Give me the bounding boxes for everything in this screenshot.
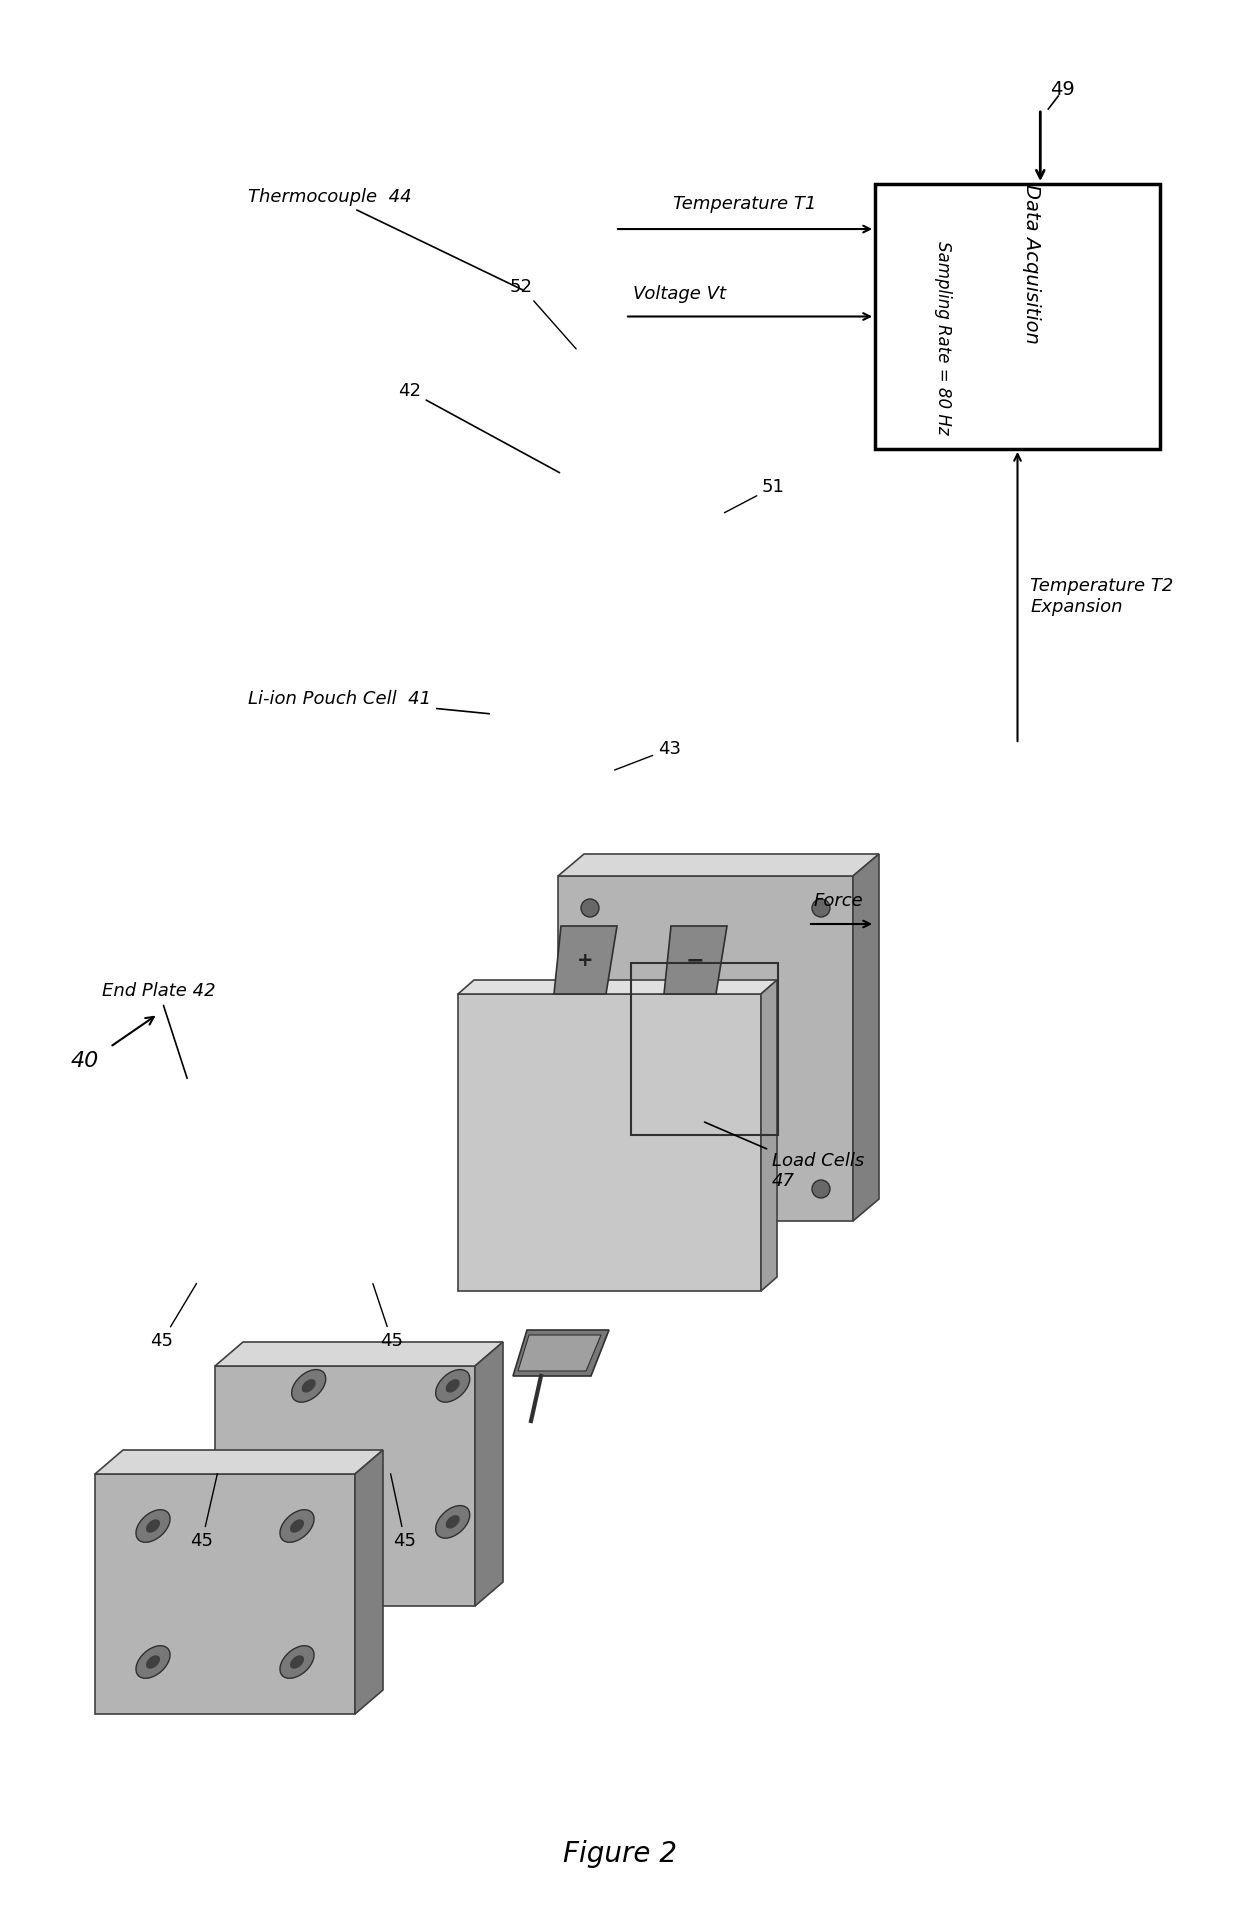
Text: Thermocouple  44: Thermocouple 44 bbox=[248, 187, 522, 290]
Polygon shape bbox=[513, 1331, 609, 1376]
Text: 40: 40 bbox=[71, 1052, 99, 1071]
Polygon shape bbox=[95, 1451, 383, 1474]
Text: 45: 45 bbox=[391, 1474, 417, 1550]
Polygon shape bbox=[558, 853, 879, 876]
Text: 52: 52 bbox=[510, 279, 577, 349]
Ellipse shape bbox=[303, 1380, 315, 1392]
Polygon shape bbox=[518, 1334, 601, 1371]
Ellipse shape bbox=[136, 1510, 170, 1542]
Ellipse shape bbox=[435, 1369, 470, 1403]
Polygon shape bbox=[458, 979, 777, 995]
Text: Figure 2: Figure 2 bbox=[563, 1840, 677, 1869]
Text: 42: 42 bbox=[398, 382, 559, 473]
Circle shape bbox=[812, 899, 830, 916]
Text: Temperature T1: Temperature T1 bbox=[673, 195, 817, 214]
Ellipse shape bbox=[290, 1520, 304, 1533]
Text: Temperature T2
Expansion: Temperature T2 Expansion bbox=[1030, 577, 1174, 617]
Ellipse shape bbox=[280, 1510, 314, 1542]
Polygon shape bbox=[663, 926, 727, 995]
Polygon shape bbox=[761, 979, 777, 1290]
Ellipse shape bbox=[303, 1516, 315, 1527]
Circle shape bbox=[582, 1180, 599, 1199]
Polygon shape bbox=[554, 926, 618, 995]
Polygon shape bbox=[215, 1342, 503, 1367]
Text: Force: Force bbox=[813, 892, 864, 911]
Ellipse shape bbox=[290, 1655, 304, 1668]
Text: 45: 45 bbox=[373, 1283, 403, 1350]
Circle shape bbox=[582, 899, 599, 916]
Text: 43: 43 bbox=[615, 741, 681, 769]
Ellipse shape bbox=[446, 1516, 459, 1527]
Text: Li-ion Pouch Cell  41: Li-ion Pouch Cell 41 bbox=[248, 689, 490, 714]
Polygon shape bbox=[458, 995, 761, 1290]
Text: Sampling Rate = 80 Hz: Sampling Rate = 80 Hz bbox=[935, 241, 952, 435]
FancyBboxPatch shape bbox=[875, 183, 1159, 449]
Ellipse shape bbox=[280, 1646, 314, 1678]
Ellipse shape bbox=[291, 1506, 326, 1539]
Polygon shape bbox=[853, 853, 879, 1222]
Text: +: + bbox=[577, 951, 593, 970]
Polygon shape bbox=[215, 1367, 475, 1605]
Polygon shape bbox=[95, 1474, 355, 1714]
Text: Data Acquisition: Data Acquisition bbox=[1022, 183, 1042, 344]
Polygon shape bbox=[475, 1342, 503, 1605]
Ellipse shape bbox=[146, 1655, 159, 1668]
Ellipse shape bbox=[146, 1520, 159, 1533]
Polygon shape bbox=[355, 1451, 383, 1714]
Text: End Plate 42: End Plate 42 bbox=[102, 981, 216, 1079]
Ellipse shape bbox=[435, 1506, 470, 1539]
Text: Voltage Vt: Voltage Vt bbox=[632, 284, 725, 302]
Text: 51: 51 bbox=[724, 477, 785, 514]
Ellipse shape bbox=[291, 1369, 326, 1403]
Ellipse shape bbox=[446, 1380, 459, 1392]
Text: 49: 49 bbox=[1050, 80, 1075, 99]
Circle shape bbox=[812, 1180, 830, 1199]
Ellipse shape bbox=[136, 1646, 170, 1678]
Bar bbox=[631, 962, 777, 1136]
Text: 45: 45 bbox=[150, 1283, 197, 1350]
Text: Load Cells
47: Load Cells 47 bbox=[704, 1122, 864, 1191]
Polygon shape bbox=[558, 876, 853, 1222]
Text: 45: 45 bbox=[191, 1474, 217, 1550]
Text: −: − bbox=[686, 951, 704, 970]
